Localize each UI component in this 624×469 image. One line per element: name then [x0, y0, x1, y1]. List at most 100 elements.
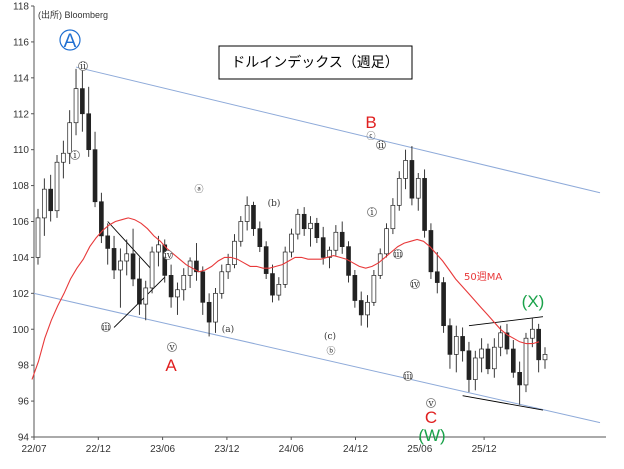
candle-body — [320, 237, 326, 258]
candle-body — [130, 253, 136, 280]
candle-body — [358, 300, 364, 316]
wave-x-label: (X) — [522, 292, 545, 311]
y-axis-ticks: 94 96 98 100 102 104 106 108 110 112 114 116 118 — [12, 2, 34, 444]
candle-body — [276, 284, 282, 296]
roman-marker: iv — [410, 279, 420, 290]
candle-body — [542, 354, 548, 361]
candle-body — [137, 278, 142, 305]
candle-body — [530, 328, 535, 339]
svg-text:iv: iv — [411, 280, 420, 290]
candle-body — [61, 152, 66, 163]
candle-body — [200, 271, 206, 303]
y-tick-label: 116 — [13, 37, 29, 48]
candle-body — [73, 88, 79, 124]
roman-markers: ii i iii iv v i ii iii iv iii v — [70, 61, 436, 409]
candle-body — [194, 260, 199, 273]
y-tick-label: 98 — [18, 361, 30, 372]
y-tick-label: 104 — [12, 253, 29, 264]
roman-marker: v — [167, 342, 177, 353]
y-tick-label: 96 — [18, 397, 30, 408]
x-tick-label: 24/06 — [279, 444, 304, 455]
candle-body — [213, 292, 218, 323]
candle-body — [80, 88, 85, 115]
candle-body — [441, 282, 446, 327]
candle-body — [35, 217, 41, 258]
candle-body — [244, 204, 250, 222]
candle-body — [339, 231, 345, 247]
candle-body — [422, 178, 427, 231]
svg-text:v: v — [168, 343, 175, 353]
candle-body — [156, 244, 161, 253]
wedge-upper-line — [107, 221, 153, 271]
svg-text:iii: iii — [102, 323, 111, 333]
moving-average-line — [31, 217, 540, 380]
candle-body — [491, 346, 497, 370]
range-upper-line — [468, 316, 544, 327]
svg-text:ii: ii — [378, 141, 384, 151]
y-tick-label: 108 — [12, 181, 29, 192]
candle-body — [295, 213, 301, 235]
svg-text:ii: ii — [80, 62, 86, 72]
candle-body — [479, 348, 484, 359]
candle-body — [67, 122, 73, 154]
candle-body — [118, 260, 123, 271]
candle-body — [523, 337, 529, 386]
candle-body — [263, 246, 269, 274]
candle-body — [105, 235, 111, 249]
roman-marker: i — [70, 150, 80, 161]
x-tick-label: 23/12 — [214, 444, 239, 455]
candle-body — [390, 204, 396, 230]
roman-marker: iii — [101, 322, 111, 333]
candle-body — [111, 248, 117, 271]
y-tick-label: 106 — [12, 217, 29, 228]
sub-b-label: (b) — [268, 198, 281, 209]
candle-body — [168, 275, 174, 298]
source-note: (出所) Bloomberg — [38, 9, 108, 20]
wave-annotations: A A B C (W) (X) (a) (b) (c) ⓐ ⓑ ⓒ — [59, 29, 545, 445]
title-box — [218, 45, 413, 80]
candle-body — [352, 275, 358, 301]
candle-body — [485, 348, 491, 370]
candle-body — [225, 264, 231, 273]
candle-body — [257, 228, 263, 247]
candle-body — [504, 332, 510, 350]
candle-body — [181, 275, 187, 291]
y-tick-label: 118 — [13, 2, 29, 13]
candle-body — [149, 251, 155, 289]
trend-channel — [33, 66, 601, 424]
roman-marker: iv — [163, 250, 173, 261]
candle-body — [314, 222, 320, 239]
candle-body — [460, 336, 465, 352]
candle-body — [124, 253, 130, 262]
circled-c-label: ⓒ — [366, 131, 375, 142]
x-tick-label: 24/12 — [343, 444, 368, 455]
x-tick-label: 22/07 — [21, 444, 46, 455]
candle-body — [434, 271, 440, 283]
candle-body — [282, 251, 288, 285]
candle-body — [206, 301, 212, 323]
range-lower-line — [462, 395, 544, 411]
candle-body — [472, 357, 478, 380]
channel-upper-line — [75, 66, 601, 194]
candle-body — [99, 201, 104, 237]
svg-text:i: i — [74, 151, 77, 161]
moving-average-label: 50週MA — [464, 271, 502, 283]
candle-body — [86, 113, 92, 151]
channel-lower-line — [33, 292, 601, 424]
candle-body — [510, 348, 516, 373]
roman-marker: ii — [376, 140, 386, 151]
candle-body — [162, 244, 168, 276]
x-tick-label: 25/06 — [407, 444, 432, 455]
candle-body — [219, 271, 225, 294]
wave-b-label: B — [365, 113, 376, 132]
y-tick-label: 102 — [12, 289, 29, 300]
candle-body — [409, 160, 415, 199]
wave-a-top-label: A — [64, 31, 77, 52]
candle-body — [415, 178, 421, 199]
roman-marker: iii — [393, 249, 403, 260]
candle-body — [333, 231, 339, 251]
candle-body — [453, 336, 459, 355]
wave-w-label: (W) — [418, 426, 445, 445]
sub-a-label: (a) — [222, 324, 234, 335]
